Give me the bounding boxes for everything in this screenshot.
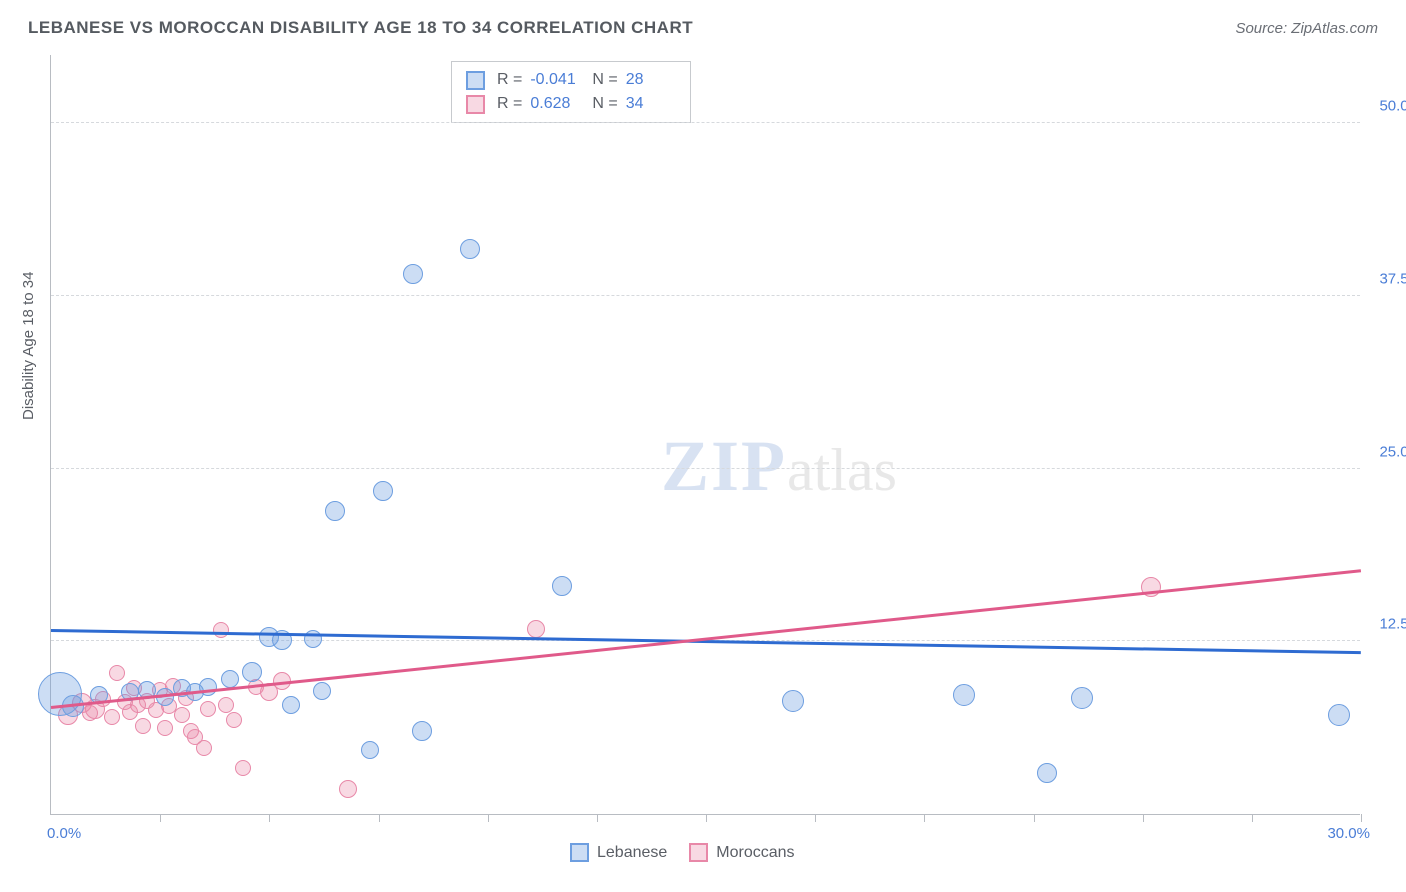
r-label: R =	[497, 92, 522, 116]
swatch-lebanese-icon	[466, 71, 485, 90]
y-tick-label: 12.5%	[1367, 616, 1406, 633]
x-min-label: 0.0%	[47, 825, 81, 842]
x-tick	[379, 814, 380, 822]
bubble-lebanese	[412, 721, 432, 741]
gridline	[51, 295, 1360, 296]
bubble-lebanese	[373, 481, 393, 501]
bubble-moroccan	[135, 718, 151, 734]
n-value-lebanese: 28	[626, 68, 676, 92]
swatch-moroccan-icon	[466, 95, 485, 114]
swatch-lebanese-icon	[570, 843, 589, 862]
legend-label-moroccan: Moroccans	[716, 844, 794, 862]
y-axis-label: Disability Age 18 to 34	[20, 272, 37, 420]
bubble-moroccan	[1141, 577, 1161, 597]
watermark: ZIPatlas	[661, 425, 897, 508]
legend-item-moroccan: Moroccans	[689, 843, 794, 862]
bubble-lebanese	[782, 690, 804, 712]
correlation-legend: R = -0.041 N = 28 R = 0.628 N = 34	[451, 61, 691, 123]
legend-label-lebanese: Lebanese	[597, 844, 667, 862]
legend-row-lebanese: R = -0.041 N = 28	[466, 68, 676, 92]
r-value-lebanese: -0.041	[530, 68, 580, 92]
watermark-zip: ZIP	[661, 426, 787, 506]
bubble-lebanese	[361, 741, 379, 759]
x-tick	[1252, 814, 1253, 822]
watermark-atlas: atlas	[787, 437, 897, 503]
bubble-lebanese	[1071, 687, 1093, 709]
bubble-lebanese	[242, 662, 262, 682]
gridline	[51, 468, 1360, 469]
bubble-lebanese	[304, 630, 322, 648]
x-tick	[1361, 814, 1362, 822]
x-tick	[815, 814, 816, 822]
y-tick-label: 50.0%	[1367, 98, 1406, 115]
r-label: R =	[497, 68, 522, 92]
n-label: N =	[592, 92, 617, 116]
bubble-lebanese	[460, 239, 480, 259]
n-value-moroccan: 34	[626, 92, 676, 116]
bubble-lebanese	[313, 682, 331, 700]
chart-title: LEBANESE VS MOROCCAN DISABILITY AGE 18 T…	[28, 18, 693, 38]
x-tick	[924, 814, 925, 822]
y-tick-label: 25.0%	[1367, 443, 1406, 460]
chart-source: Source: ZipAtlas.com	[1235, 20, 1378, 37]
x-tick	[706, 814, 707, 822]
bubble-moroccan	[339, 780, 357, 798]
x-max-label: 30.0%	[1327, 825, 1370, 842]
series-legend: Lebanese Moroccans	[570, 843, 795, 862]
bubble-moroccan	[104, 709, 120, 725]
legend-item-lebanese: Lebanese	[570, 843, 667, 862]
bubble-lebanese	[1037, 763, 1057, 783]
x-tick	[488, 814, 489, 822]
x-tick	[1034, 814, 1035, 822]
bubble-moroccan	[527, 620, 545, 638]
bubble-moroccan	[196, 740, 212, 756]
swatch-moroccan-icon	[689, 843, 708, 862]
bubble-lebanese	[1328, 704, 1350, 726]
x-tick	[269, 814, 270, 822]
bubble-lebanese	[221, 670, 239, 688]
bubble-lebanese	[199, 678, 217, 696]
bubble-moroccan	[174, 707, 190, 723]
x-tick	[597, 814, 598, 822]
bubble-lebanese	[282, 696, 300, 714]
bubble-moroccan	[213, 622, 229, 638]
chart-plot-area: ZIPatlas R = -0.041 N = 28 R = 0.628 N =…	[50, 55, 1360, 815]
bubble-moroccan	[226, 712, 242, 728]
bubble-moroccan	[200, 701, 216, 717]
legend-row-moroccan: R = 0.628 N = 34	[466, 92, 676, 116]
chart-header: LEBANESE VS MOROCCAN DISABILITY AGE 18 T…	[28, 18, 1378, 38]
bubble-moroccan	[109, 665, 125, 681]
r-value-moroccan: 0.628	[530, 92, 580, 116]
bubble-lebanese	[953, 684, 975, 706]
trendline-lebanese	[51, 629, 1361, 654]
gridline	[51, 122, 1360, 123]
n-label: N =	[592, 68, 617, 92]
bubble-moroccan	[235, 760, 251, 776]
x-tick	[160, 814, 161, 822]
y-tick-label: 37.5%	[1367, 270, 1406, 287]
bubble-lebanese	[552, 576, 572, 596]
bubble-lebanese	[325, 501, 345, 521]
x-tick	[1143, 814, 1144, 822]
bubble-moroccan	[157, 720, 173, 736]
bubble-moroccan	[218, 697, 234, 713]
bubble-lebanese	[403, 264, 423, 284]
